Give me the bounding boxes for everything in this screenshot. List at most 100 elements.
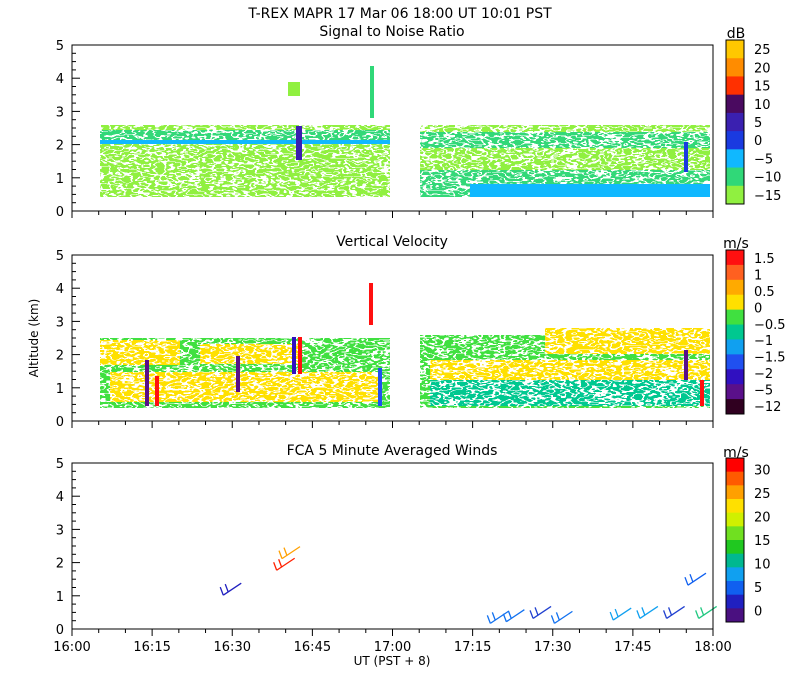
barb-flag bbox=[529, 610, 534, 619]
colorbar-swatch bbox=[726, 185, 744, 205]
barb-shaft bbox=[276, 557, 296, 571]
barb-flag bbox=[491, 612, 496, 621]
colorbar-swatch bbox=[726, 76, 744, 96]
x-tick-label: 18:00 bbox=[694, 640, 731, 655]
colorbar-swatch bbox=[726, 250, 744, 266]
wind-barb bbox=[529, 605, 552, 619]
y-tick-label: 1 bbox=[56, 382, 64, 397]
barb-flag bbox=[695, 610, 700, 619]
colorbar-swatch bbox=[726, 471, 744, 486]
barb-shaft bbox=[222, 582, 242, 596]
snr-strong-echo bbox=[296, 126, 302, 160]
snr-panel: Signal to Noise Ratio 0 1 2 3 4 5 25 20 15 10 5 0 −… bbox=[56, 24, 782, 220]
colorbar-label: −12 bbox=[754, 400, 781, 415]
velocity-colorbar-unit: m/s bbox=[723, 236, 749, 252]
velocity-column-8 bbox=[684, 350, 688, 380]
barb-flag bbox=[273, 562, 278, 571]
y-tick-label: 4 bbox=[56, 282, 64, 297]
colorbar-label: 5 bbox=[754, 116, 762, 131]
colorbar-label: −10 bbox=[754, 171, 781, 186]
colorbar-label: 30 bbox=[754, 464, 771, 479]
colorbar-frame bbox=[725, 39, 745, 205]
colorbar-swatch bbox=[726, 608, 744, 623]
y-tick-label: 5 bbox=[56, 249, 64, 264]
snr-echo-right bbox=[684, 142, 688, 172]
colorbar-swatch bbox=[726, 594, 744, 609]
velocity-panel-title: Vertical Velocity bbox=[336, 234, 448, 250]
colorbar-swatch bbox=[726, 58, 744, 77]
velocity-field bbox=[100, 283, 710, 408]
colorbar-swatch bbox=[726, 512, 744, 527]
winds-colorbar-unit: m/s bbox=[723, 445, 749, 461]
wind-barb bbox=[486, 610, 509, 624]
colorbar-label: −15 bbox=[754, 189, 781, 204]
barb-shaft bbox=[505, 609, 525, 623]
velocity-column-1 bbox=[145, 360, 149, 406]
barb-flag bbox=[278, 550, 283, 559]
colorbar-swatch bbox=[726, 384, 744, 400]
colorbar-swatch bbox=[726, 94, 744, 114]
wind-barb bbox=[636, 605, 659, 619]
colorbar-label: 15 bbox=[754, 80, 771, 95]
y-tick-label: 2 bbox=[56, 557, 64, 572]
barb-shaft bbox=[698, 605, 718, 619]
colorbar-label: 10 bbox=[754, 557, 771, 572]
colorbar-label: −1 bbox=[754, 334, 773, 349]
barb-flag bbox=[689, 573, 694, 583]
wind-barb bbox=[273, 557, 296, 571]
barb-shaft bbox=[666, 605, 685, 619]
colorbar-swatch bbox=[726, 526, 744, 541]
y-tick-label: 1 bbox=[56, 172, 64, 187]
colorbar-label: 1.5 bbox=[754, 252, 775, 267]
snr-y-axis: 0 1 2 3 4 5 bbox=[56, 39, 80, 220]
colorbar-swatch bbox=[726, 354, 744, 370]
winds-y-axis: 0 1 2 3 4 5 bbox=[56, 457, 80, 638]
barb-flag bbox=[684, 576, 689, 586]
snr-patch bbox=[288, 82, 300, 96]
barb-flag bbox=[636, 610, 641, 619]
barb-flag bbox=[609, 611, 614, 621]
velocity-column-5 bbox=[298, 337, 302, 374]
colorbar-label: −5 bbox=[754, 152, 773, 167]
x-tick-label: 17:15 bbox=[454, 640, 491, 655]
colorbar-swatch bbox=[726, 540, 744, 555]
barb-shaft bbox=[281, 546, 301, 560]
barb-flag bbox=[278, 559, 283, 568]
barb-shaft bbox=[612, 607, 632, 621]
barb-flag bbox=[283, 547, 288, 556]
wind-barb bbox=[550, 610, 573, 624]
x-tick-label: 17:00 bbox=[374, 640, 411, 655]
colorbar-label: 15 bbox=[754, 534, 771, 549]
winds-x-axis-label: UT (PST + 8) bbox=[354, 654, 431, 668]
velocity-updraft-1 bbox=[100, 340, 180, 365]
colorbar-swatch bbox=[726, 567, 744, 582]
y-tick-label: 0 bbox=[56, 205, 64, 220]
wind-barb bbox=[609, 607, 632, 621]
winds-panel: FCA 5 Minute Averaged Winds 0 1 2 3 4 5 16:00… bbox=[53, 443, 770, 668]
velocity-column-9 bbox=[700, 380, 704, 406]
colorbar-swatch bbox=[726, 40, 744, 59]
colorbar-swatch bbox=[726, 339, 744, 355]
x-tick-label: 17:45 bbox=[614, 640, 651, 655]
barb-shaft bbox=[639, 605, 659, 619]
barb-flag bbox=[534, 607, 539, 616]
barb-shaft bbox=[554, 610, 573, 624]
colorbar-swatch bbox=[726, 294, 744, 311]
colorbar-label: 10 bbox=[754, 98, 771, 113]
colorbar-label: −0.5 bbox=[754, 318, 786, 333]
barb-flag bbox=[641, 607, 646, 616]
colorbar-label: 25 bbox=[754, 487, 771, 502]
figure-title: T-REX MAPR 17 Mar 06 18:00 UT 10:01 PST bbox=[247, 6, 552, 22]
velocity-updraft-2 bbox=[200, 344, 300, 364]
barb-flag bbox=[662, 610, 668, 619]
barb-shaft bbox=[532, 605, 552, 619]
barb-flag bbox=[219, 586, 224, 596]
colorbar-swatch bbox=[726, 112, 744, 132]
wind-barb bbox=[695, 605, 718, 619]
velocity-updraft-5 bbox=[110, 372, 380, 402]
barb-flag bbox=[486, 615, 491, 624]
velocity-column-2 bbox=[155, 376, 159, 406]
wind-barb bbox=[662, 605, 685, 619]
snr-x-ticks bbox=[71, 211, 714, 218]
y-tick-label: 4 bbox=[56, 72, 64, 87]
